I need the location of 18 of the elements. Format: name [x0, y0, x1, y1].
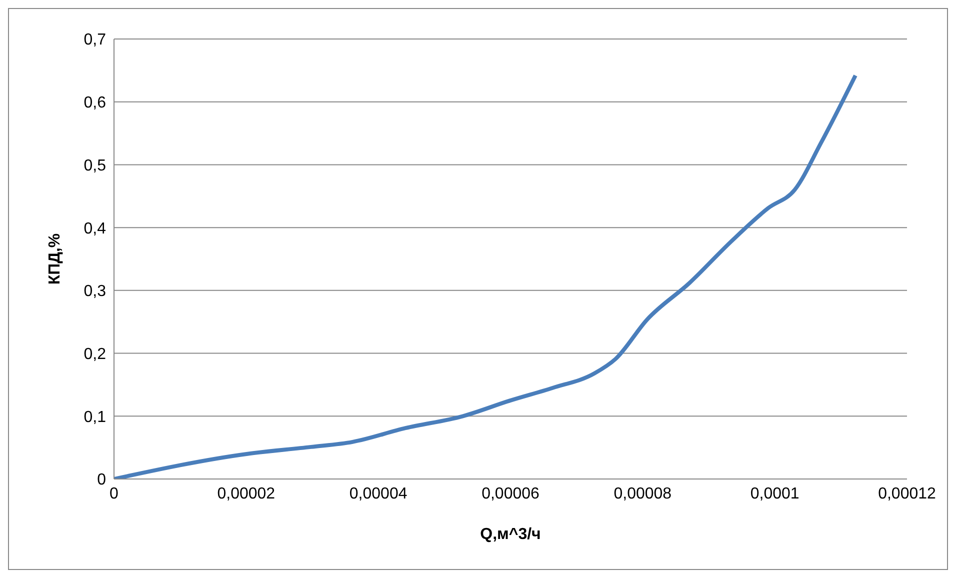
y-tick-label: 0 — [97, 472, 106, 489]
y-tick-label: 0,5 — [84, 157, 106, 174]
y-axis-title: КПД,% — [46, 233, 64, 285]
y-tick-label: 0,3 — [84, 283, 106, 300]
y-tick-label: 0,7 — [84, 32, 106, 49]
x-tick-label: 0,0001 — [750, 485, 800, 502]
x-tick-label: 0,00012 — [878, 485, 936, 502]
x-tick-label: 0,00002 — [217, 485, 276, 502]
x-tick-label: 0 — [110, 485, 119, 502]
x-tick-label: 0,00006 — [482, 485, 540, 502]
x-tick-label: 0,00004 — [349, 485, 408, 502]
x-tick-label: 0,00008 — [614, 485, 672, 502]
line-series — [114, 73, 858, 479]
x-axis-title: Q,м^3/ч — [480, 526, 541, 543]
y-tick-label: 0,4 — [84, 220, 106, 238]
y-tick-label: 0,2 — [84, 346, 106, 363]
y-tick-label: 0,6 — [84, 94, 106, 112]
y-tick-label: 0,1 — [84, 408, 106, 426]
